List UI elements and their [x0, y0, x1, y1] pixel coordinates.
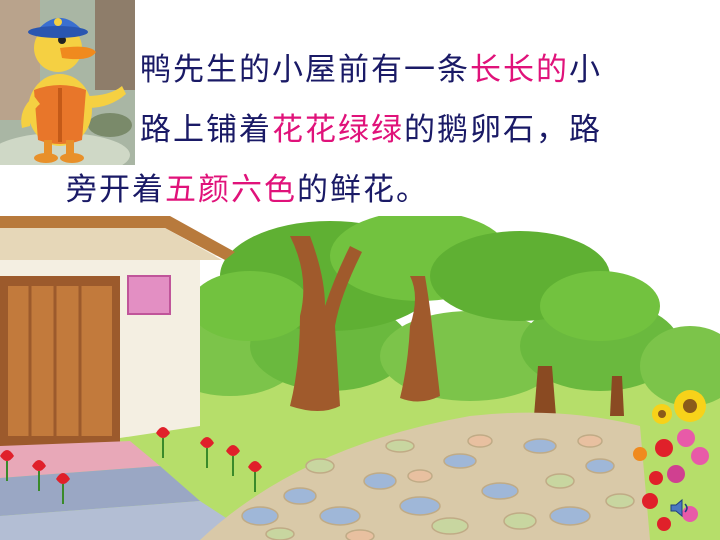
- story-line-3-text-c: 的鲜花。: [297, 172, 429, 208]
- story-line-3: 旁开着五颜六色的鲜花。: [66, 164, 429, 209]
- speaker-icon[interactable]: [668, 496, 692, 520]
- story-line-1: 鸭先生的小屋前有一条长长的小: [140, 44, 602, 89]
- story-line-1-text-a: 鸭先生的小屋前有一条: [140, 52, 470, 88]
- story-line-1-highlight: 长长的: [470, 52, 569, 88]
- story-line-2: 路上铺着花花绿绿的鹅卵石，路: [140, 104, 602, 149]
- duck-illustration: [0, 0, 135, 165]
- garden-scene-illustration: [0, 216, 720, 540]
- story-line-2-highlight: 花花绿绿: [272, 112, 404, 148]
- story-line-1-text-c: 小: [569, 52, 602, 88]
- story-line-2-text-c: 的鹅卵石，路: [404, 112, 602, 148]
- story-line-2-text-a: 路上铺着: [140, 112, 272, 148]
- story-line-3-highlight: 五颜六色: [165, 172, 297, 208]
- story-line-3-text-a: 旁开着: [66, 172, 165, 208]
